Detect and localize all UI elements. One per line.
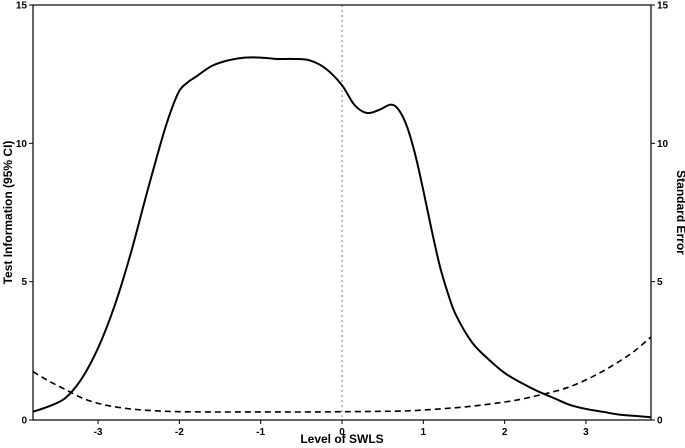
y2-tick-label: 5 [657, 277, 663, 288]
x-axis-title: Level of SWLS [300, 432, 383, 446]
y2-axis-title: Standard Error [674, 170, 685, 255]
x-tick-label: -1 [256, 427, 265, 438]
y-tick-label: 0 [21, 416, 27, 427]
x-tick-label: -2 [175, 427, 184, 438]
y2-tick-label: 15 [657, 1, 669, 12]
x-tick-label: -3 [94, 427, 103, 438]
y-tick-label: 10 [16, 139, 28, 150]
x-tick-label: 3 [583, 427, 589, 438]
y2-tick-label: 0 [657, 416, 663, 427]
y2-tick-label: 10 [657, 139, 669, 150]
x-tick-label: 2 [502, 427, 508, 438]
y-axis-title: Test Information (95% CI) [1, 141, 15, 285]
y-tick-label: 5 [21, 277, 27, 288]
y-axis-ticks: 0 5 10 15 [16, 1, 33, 427]
x-axis-ticks: -3 -2 -1 0 1 2 3 [94, 420, 589, 438]
y-tick-label: 15 [16, 1, 28, 12]
y2-axis-ticks: 0 5 10 15 [651, 1, 669, 427]
x-tick-label: 1 [421, 427, 427, 438]
x-tick-label: 0 [339, 427, 345, 438]
test-information-line [32, 56, 652, 419]
standard-error-line [32, 336, 652, 413]
plot-frame [32, 4, 652, 421]
